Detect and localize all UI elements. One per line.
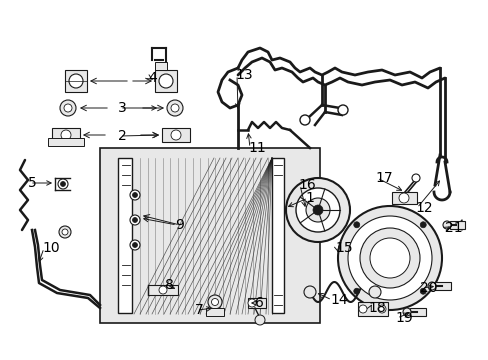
Circle shape: [305, 198, 329, 222]
Circle shape: [442, 221, 450, 229]
Circle shape: [132, 243, 137, 248]
Circle shape: [368, 286, 380, 298]
Circle shape: [427, 282, 435, 290]
Circle shape: [132, 217, 137, 222]
Circle shape: [254, 315, 264, 325]
Circle shape: [167, 100, 183, 116]
Text: 5: 5: [28, 176, 37, 190]
Text: 14: 14: [329, 293, 347, 307]
Circle shape: [207, 295, 222, 309]
Circle shape: [353, 288, 359, 294]
Text: 17: 17: [374, 171, 392, 185]
Circle shape: [69, 74, 83, 88]
Bar: [48, 138, 84, 146]
Bar: [162, 128, 190, 142]
Text: 13: 13: [235, 68, 252, 82]
Circle shape: [61, 181, 65, 186]
Bar: [247, 298, 265, 308]
Circle shape: [402, 308, 410, 316]
Text: 8: 8: [164, 278, 174, 292]
Bar: [148, 285, 178, 295]
Text: 19: 19: [394, 311, 412, 325]
Text: 15: 15: [334, 241, 352, 255]
Bar: [434, 282, 450, 290]
Bar: [409, 308, 425, 316]
Circle shape: [369, 238, 409, 278]
Text: 20: 20: [419, 281, 437, 295]
Text: 2: 2: [118, 129, 126, 143]
Text: 18: 18: [367, 301, 385, 315]
Text: 3: 3: [118, 101, 126, 115]
Bar: [357, 302, 387, 316]
Circle shape: [304, 286, 315, 298]
Circle shape: [299, 115, 309, 125]
Circle shape: [62, 229, 68, 235]
Circle shape: [247, 299, 256, 307]
Circle shape: [359, 228, 419, 288]
Bar: [100, 148, 319, 323]
Text: 12: 12: [414, 201, 432, 215]
Circle shape: [171, 130, 181, 140]
Circle shape: [419, 222, 426, 228]
Bar: [118, 158, 132, 313]
Bar: [449, 221, 464, 229]
Circle shape: [377, 305, 385, 313]
Circle shape: [312, 205, 323, 215]
Bar: [391, 192, 416, 204]
Text: 21: 21: [444, 221, 462, 235]
Circle shape: [419, 288, 426, 294]
Text: 11: 11: [247, 141, 265, 155]
Bar: [205, 308, 224, 316]
Circle shape: [59, 226, 71, 238]
Circle shape: [398, 193, 408, 203]
Circle shape: [295, 188, 339, 232]
Bar: [155, 70, 177, 92]
Circle shape: [58, 179, 68, 189]
Circle shape: [130, 190, 140, 200]
Circle shape: [337, 206, 441, 310]
Circle shape: [211, 298, 218, 306]
Circle shape: [411, 174, 419, 182]
Text: 10: 10: [42, 241, 60, 255]
Circle shape: [159, 74, 173, 88]
Bar: [271, 158, 284, 313]
Circle shape: [60, 100, 76, 116]
Circle shape: [132, 193, 137, 198]
Bar: [155, 62, 167, 70]
Text: 16: 16: [297, 178, 315, 192]
Circle shape: [353, 222, 359, 228]
Circle shape: [159, 286, 167, 294]
Bar: [52, 128, 80, 142]
Circle shape: [358, 305, 366, 313]
Circle shape: [61, 130, 71, 140]
Circle shape: [285, 178, 349, 242]
Text: 7: 7: [195, 303, 203, 317]
Text: 6: 6: [254, 296, 264, 310]
Circle shape: [347, 216, 431, 300]
Circle shape: [171, 104, 179, 112]
Text: 1: 1: [305, 191, 313, 205]
Text: 4: 4: [148, 71, 157, 85]
Circle shape: [130, 240, 140, 250]
Circle shape: [130, 215, 140, 225]
Circle shape: [337, 105, 347, 115]
Circle shape: [64, 104, 72, 112]
Text: 9: 9: [175, 218, 183, 232]
Bar: [65, 70, 87, 92]
